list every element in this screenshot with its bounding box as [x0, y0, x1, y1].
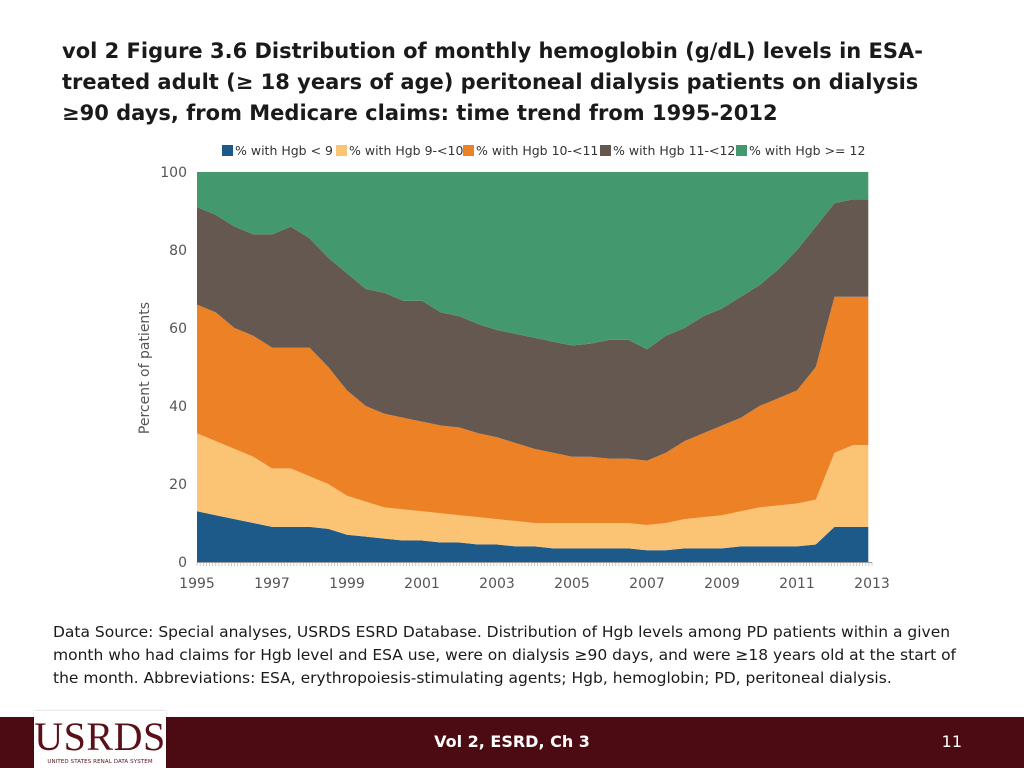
y-tick-label: 60 — [169, 321, 187, 337]
data-source-note: Data Source: Special analyses, USRDS ESR… — [53, 623, 957, 687]
legend-label: % with Hgb < 9 — [235, 143, 333, 158]
y-tick-label: 20 — [169, 477, 187, 493]
chart-axes: 1995 1997 1999 2001 2003 2005 2007 2009 2011 2013… — [160, 165, 890, 592]
x-tick-label: 1997 — [254, 576, 290, 592]
y-axis-label: Percent of patients — [137, 302, 153, 434]
x-tick-label: 2013 — [854, 576, 890, 592]
x-tick-label: 1995 — [179, 576, 215, 592]
usrds-logo: USRDS UNITED STATES RENAL DATA SYSTEM — [34, 711, 166, 768]
y-tick-label: 100 — [160, 165, 187, 181]
x-tick-label: 2007 — [629, 576, 665, 592]
x-tick-label: 2005 — [554, 576, 590, 592]
page-number: 11 — [941, 732, 962, 751]
legend-swatch — [222, 145, 233, 156]
y-tick-label: 80 — [169, 243, 187, 259]
legend-swatch — [463, 145, 474, 156]
area-series-1 — [197, 511, 869, 562]
chart-plot-area — [197, 172, 869, 562]
legend-label: % with Hgb 11-<12 — [613, 143, 735, 158]
logo-subtitle: UNITED STATES RENAL DATA SYSTEM — [47, 759, 153, 765]
chart: % with Hgb < 9 % with Hgb 9-<10 % with Hgb… — [137, 143, 890, 592]
legend-swatch — [736, 145, 747, 156]
x-tick-label: 2009 — [704, 576, 740, 592]
legend-label: % with Hgb 10-<11 — [476, 143, 598, 158]
x-tick-label: 2011 — [779, 576, 815, 592]
legend-item: % with Hgb 10-<11 — [463, 143, 598, 158]
slide-title: vol 2 Figure 3.6 Distribution of monthly… — [62, 39, 923, 125]
x-tick-label: 2001 — [404, 576, 440, 592]
logo-wordmark: USRDS — [34, 714, 166, 759]
footer-bar: Vol 2, ESRD, Ch 3 11 — [0, 717, 1024, 768]
legend-item: % with Hgb 11-<12 — [600, 143, 735, 158]
legend-item: % with Hgb < 9 — [222, 143, 333, 158]
legend-item: % with Hgb >= 12 — [736, 143, 865, 158]
area-series-3 — [197, 296, 869, 525]
legend-swatch — [600, 145, 611, 156]
footer-chapter-label: Vol 2, ESRD, Ch 3 — [434, 732, 590, 751]
legend-item: % with Hgb 9-<10 — [336, 143, 463, 158]
x-tick-label: 1999 — [329, 576, 365, 592]
area-series-5 — [197, 172, 869, 350]
y-tick-label: 40 — [169, 399, 187, 415]
y-tick-label: 0 — [178, 555, 187, 571]
area-series-2 — [197, 433, 869, 551]
x-tick-label: 2003 — [479, 576, 515, 592]
area-series-4 — [197, 199, 869, 461]
legend-label: % with Hgb 9-<10 — [349, 143, 463, 158]
legend-label: % with Hgb >= 12 — [749, 143, 865, 158]
x-axis-minor-ticks — [196, 562, 873, 566]
legend-swatch — [336, 145, 347, 156]
chart-legend: % with Hgb < 9 % with Hgb 9-<10 % with Hgb… — [222, 143, 865, 158]
